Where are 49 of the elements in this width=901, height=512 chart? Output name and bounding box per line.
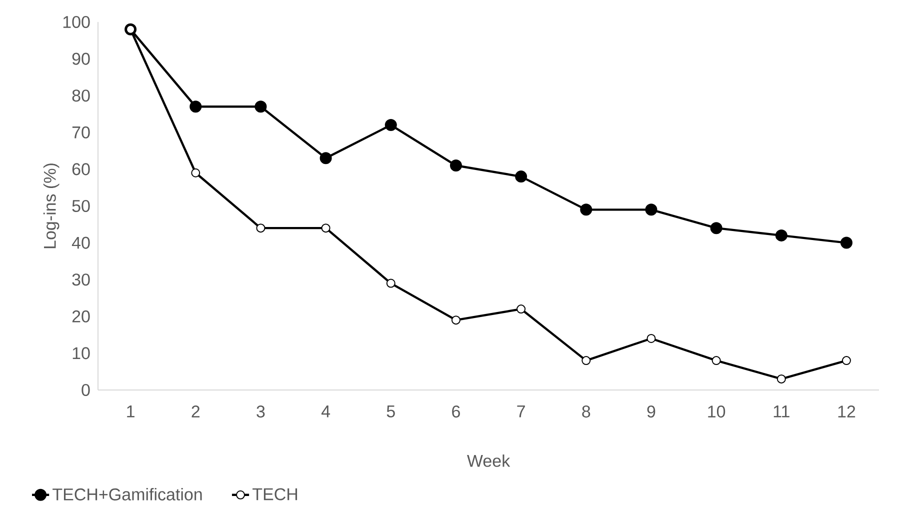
y-tick-label: 40	[72, 236, 90, 249]
y-tick-label: 90	[72, 52, 90, 65]
x-tick-label: 10	[708, 406, 726, 418]
y-tick-label: 50	[72, 200, 90, 212]
x-axis-title: Week	[467, 454, 510, 467]
point	[450, 160, 462, 172]
x-tick-label: 12	[838, 406, 856, 418]
point	[840, 236, 852, 249]
point	[515, 170, 528, 183]
point	[775, 229, 788, 242]
x-tick-label: 6	[452, 406, 460, 418]
x-tick-label: 5	[386, 406, 395, 418]
y-tick-label: 100	[63, 16, 90, 28]
point	[516, 304, 526, 314]
point	[190, 100, 202, 113]
point	[384, 119, 397, 132]
x-tick-label: 9	[647, 406, 656, 418]
legend-label: TECH	[252, 488, 298, 500]
y-tick-label: 60	[72, 163, 90, 176]
y-axis-title: Log-ins (%)	[43, 164, 60, 248]
y-tick-label: 30	[72, 274, 90, 286]
y-tick-label: 0	[82, 384, 90, 396]
point	[451, 316, 460, 325]
y-tick-label: 20	[72, 310, 90, 322]
point	[191, 168, 200, 178]
point	[710, 222, 722, 234]
legend-label: TECH+Gamification	[52, 488, 202, 500]
point	[320, 152, 332, 164]
point	[582, 356, 591, 366]
point	[776, 374, 786, 384]
point	[256, 224, 266, 233]
point	[645, 204, 658, 216]
point	[712, 356, 721, 366]
x-tick-label: 11	[774, 406, 790, 418]
point	[580, 204, 592, 216]
point	[842, 356, 851, 366]
point	[386, 278, 396, 288]
x-tick-label: 4	[321, 406, 330, 418]
x-tick-label: 3	[256, 406, 265, 418]
y-tick-label: 10	[72, 347, 90, 360]
x-tick-label: 1	[127, 406, 134, 418]
y-tick-label: 80	[72, 90, 90, 102]
x-tick-label: 8	[582, 406, 590, 418]
point	[254, 100, 267, 113]
x-tick-label: 7	[517, 406, 525, 418]
y-tick-label: 70	[72, 126, 90, 138]
point	[321, 224, 330, 233]
point	[646, 334, 656, 343]
x-tick-label: 2	[192, 406, 200, 418]
